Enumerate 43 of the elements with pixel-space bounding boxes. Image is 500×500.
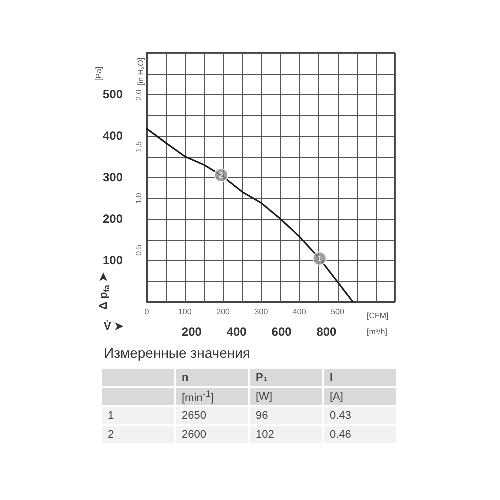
x-tick-label: 100: [178, 308, 192, 316]
y-axis-title: [Pa]: [94, 66, 104, 81]
text: Измеренные значения: [104, 345, 252, 361]
text: 102: [250, 426, 322, 443]
x2-tick-label: 200: [182, 325, 202, 339]
text: n: [176, 369, 248, 386]
x-tick-label: 200: [216, 308, 231, 316]
x2-tick-label: 600: [272, 325, 292, 339]
x2-tick-label: 800: [316, 325, 338, 339]
y-tick-label: 300: [102, 170, 124, 184]
text: 2650: [176, 407, 248, 424]
y-tick-label: 400: [102, 129, 124, 143]
x-tick-label: 300: [254, 308, 269, 316]
text: [A]: [324, 388, 396, 405]
text: [min$^{-1}$]: [176, 388, 248, 405]
x2-axis-title: [m³/h]: [367, 328, 388, 336]
text: 2600: [176, 426, 248, 443]
x-tick-label: 500: [331, 308, 345, 316]
x2-tick-label: 400: [226, 325, 248, 339]
category-label: 1: [102, 407, 174, 424]
text: 96: [250, 407, 322, 424]
y2-tick-label: 2,0: [134, 89, 144, 101]
text: P₁: [250, 369, 322, 386]
text: 0.46: [324, 426, 396, 443]
annotation: 2: [219, 170, 224, 180]
text: I: [324, 369, 396, 386]
y2-tick-label: 0,5: [134, 244, 144, 256]
y2-axis-title: [in H₂O]: [136, 58, 146, 86]
category-label: 2: [102, 426, 174, 443]
y2-tick-label: 1,0: [134, 192, 144, 204]
x-tick-label: 0: [144, 308, 150, 316]
x-axis-title: [CFM]: [367, 312, 389, 320]
x-tick-label: 400: [292, 308, 307, 316]
annotation: 1: [318, 254, 323, 264]
text: [W]: [250, 388, 322, 405]
y-tick-label: 100: [102, 254, 124, 268]
y-tick-label: 500: [102, 88, 124, 102]
text: 0.43: [324, 407, 396, 424]
text: Δ pfa ➤: [98, 272, 112, 310]
line-series: [146, 128, 354, 303]
y-tick-label: 200: [102, 212, 124, 226]
text: V̇ ➤: [104, 320, 124, 333]
y2-tick-label: 1,5: [134, 140, 144, 153]
